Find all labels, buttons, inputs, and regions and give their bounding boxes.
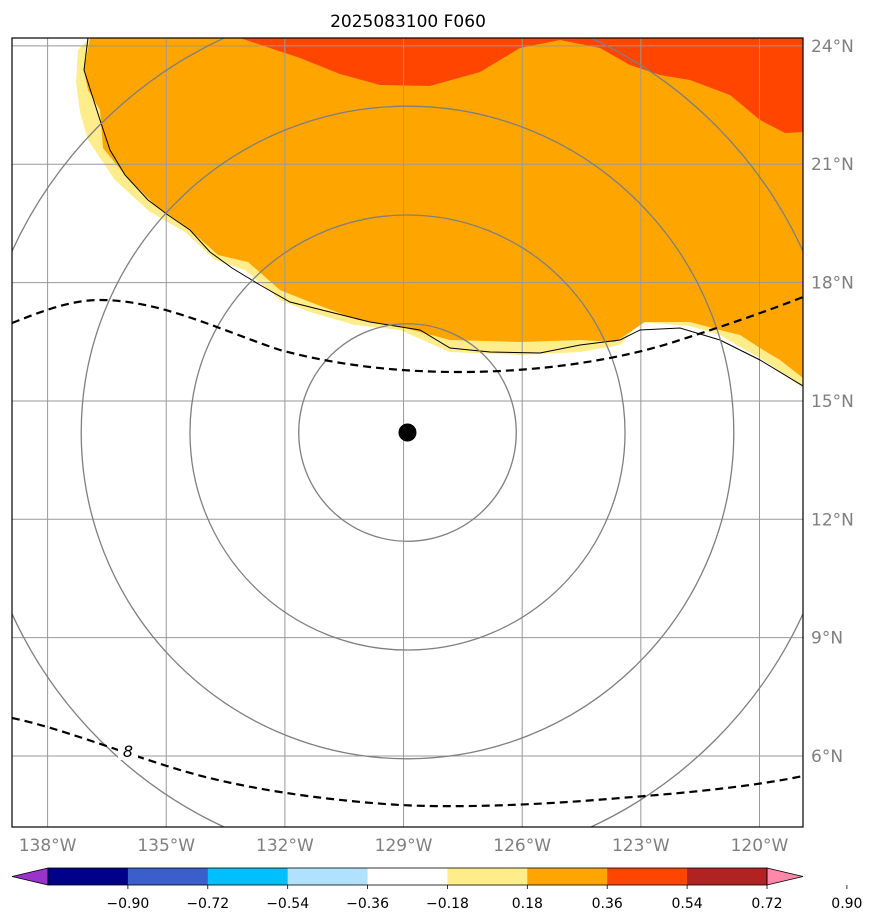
colorbar-tick-label: 0.36 [592, 896, 623, 912]
colorbar-bin [527, 868, 608, 885]
colorbar-extend-low [11, 867, 49, 886]
colorbar-bin [367, 868, 448, 885]
longitude-tick-labels: 138°W 135°W 132°W 129°W 126°W 123°W 120°W [19, 836, 789, 856]
lat-tick-label: 12°N [811, 510, 854, 530]
map-area: 8 [12, 38, 803, 827]
map-frame [11, 37, 804, 828]
colorbar-tick-label: −0.18 [426, 896, 469, 912]
map-title: 2025083100 F060 [330, 12, 486, 32]
lat-tick-label: 24°N [811, 37, 854, 57]
colorbar-bin [287, 868, 369, 885]
lon-tick-label: 132°W [256, 836, 314, 856]
coastline [83, 38, 803, 387]
colorbar-tick-labels: −0.90 −0.72 −0.54 −0.36 −0.18 0.18 0.36 0.54 0.7… [106, 885, 862, 912]
lat-tick-label: 21°N [811, 155, 854, 175]
lat-tick-label: 18°N [811, 274, 854, 294]
colorbar-bin [447, 868, 528, 885]
dashed-contour-north [12, 295, 803, 374]
lat-tick-label: 15°N [811, 392, 854, 412]
colorbar-tick-label: −0.36 [346, 896, 389, 912]
colorbar-tick-label: −0.90 [106, 896, 149, 912]
colorbar-bin [607, 868, 688, 885]
colorbar-tick-label: 0.18 [512, 896, 543, 912]
colorbar-bin [687, 868, 768, 885]
colorbar-tick-label: 0.54 [672, 896, 703, 912]
graticule [12, 38, 803, 827]
lat-tick-label: 9°N [811, 629, 843, 649]
range-rings [12, 38, 803, 827]
colorbar-bin [48, 868, 129, 885]
range-ring [298, 323, 517, 542]
contour-label-bg [118, 740, 138, 760]
lon-tick-label: 123°W [612, 836, 670, 856]
colorbar [11, 867, 804, 886]
range-ring [80, 105, 735, 760]
field-0.54-0.72 [240, 38, 803, 133]
lon-tick-label: 135°W [137, 836, 195, 856]
lon-tick-label: 129°W [375, 836, 433, 856]
latitude-tick-labels: 24°N 21°N 18°N 15°N 12°N 9°N 6°N [811, 37, 854, 767]
colorbar-tick-label: 0.90 [831, 896, 862, 912]
storm-center-marker [398, 423, 417, 442]
colorbar-tick-label: −0.54 [266, 896, 309, 912]
range-ring [189, 214, 626, 651]
colorbar-tick-label: 0.72 [751, 896, 782, 912]
colorbar-bin [127, 868, 209, 885]
lon-tick-label: 126°W [493, 836, 551, 856]
field-0.36-0.54 [84, 38, 803, 378]
lon-tick-label: 138°W [19, 836, 77, 856]
colorbar-frame [47, 867, 768, 886]
lat-tick-label: 6°N [811, 747, 843, 767]
contour-label: 8 [123, 742, 133, 761]
colorbar-extend-high [766, 867, 804, 886]
lon-tick-label: 120°W [731, 836, 789, 856]
colorbar-bin [207, 868, 289, 885]
colorbar-tick-label: −0.72 [186, 896, 229, 912]
